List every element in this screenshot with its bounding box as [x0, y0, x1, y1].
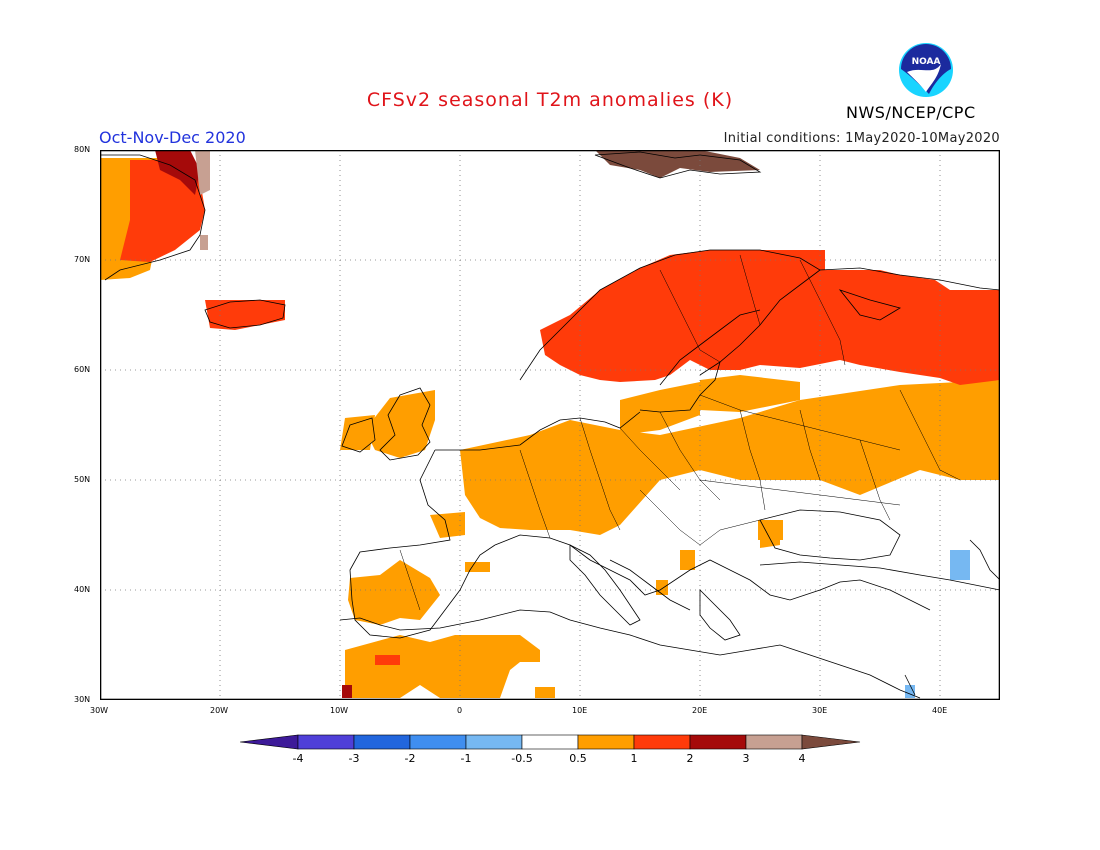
lat-tick-50n: 50N	[74, 475, 91, 484]
colorbar-seg-1-2	[633, 734, 691, 750]
anomaly-fill-1-2	[120, 160, 1000, 665]
colorbar-seg-05-1	[577, 734, 635, 750]
lat-tick-60n: 60N	[74, 365, 91, 374]
colorbar-seg-minus3-minus2	[353, 734, 411, 750]
lat-tick-70n: 70N	[74, 255, 91, 264]
grid-lines	[100, 150, 1000, 700]
lon-tick-10e: 10E	[572, 706, 588, 715]
colorbar-label: 4	[798, 752, 806, 765]
initial-conditions: Initial conditions: 1May2020-10May2020	[723, 131, 1000, 146]
colorbar-seg-minus2-minus1	[409, 734, 467, 750]
colorbar-label: 3	[742, 752, 750, 765]
country-borders	[399, 254, 961, 611]
map-canvas	[100, 150, 1000, 700]
coastlines	[100, 151, 1000, 699]
lon-tick-20w: 20W	[210, 706, 229, 715]
colorbar-seg-above-4	[801, 734, 861, 750]
colorbar-seg-3-4	[745, 734, 803, 750]
map-frame	[100, 150, 1000, 700]
colorbar-label: -2	[404, 752, 416, 765]
colorbar-seg-below-minus4	[240, 734, 299, 750]
colorbar-seg-minus1-minus05	[465, 734, 523, 750]
lon-tick-20e: 20E	[692, 706, 708, 715]
colorbar-seg-2-3	[689, 734, 747, 750]
agency-label: NWS/NCEP/CPC	[846, 103, 976, 122]
colorbar-label: 1	[630, 752, 638, 765]
anomaly-fill-2-3	[155, 150, 352, 698]
colorbar-label: -1	[460, 752, 472, 765]
colorbar-label: -0.5	[511, 752, 533, 765]
colorbar-seg-minus4-minus3	[297, 734, 355, 750]
chart-title: CFSv2 seasonal T2m anomalies (K)	[366, 89, 734, 111]
colorbar-label: -3	[348, 752, 360, 765]
forecast-period: Oct-Nov-Dec 2020	[99, 128, 246, 147]
colorbar-label: -4	[292, 752, 304, 765]
lon-tick-40e: 40E	[932, 706, 948, 715]
anomaly-fill-0.5-1	[100, 158, 1000, 698]
noaa-logo: NOAA	[899, 43, 953, 97]
colorbar-seg-neutral	[521, 734, 579, 750]
logo-text: NOAA	[912, 57, 941, 67]
colorbar	[240, 734, 861, 750]
colorbar-label: 0.5	[569, 752, 587, 765]
lat-tick-40n: 40N	[74, 585, 91, 594]
lat-tick-80n: 80N	[74, 145, 91, 154]
anomaly-map: 80N 70N 60N 50N 40N 30N 30W 20W 10W 0 10…	[74, 145, 1000, 715]
lon-tick-0: 0	[457, 706, 463, 715]
lat-tick-30n: 30N	[74, 695, 91, 704]
lon-tick-30w: 30W	[90, 706, 109, 715]
lon-tick-10w: 10W	[330, 706, 349, 715]
anomaly-fill-3-4	[195, 150, 210, 250]
lon-tick-30e: 30E	[812, 706, 828, 715]
colorbar-label: 2	[686, 752, 694, 765]
